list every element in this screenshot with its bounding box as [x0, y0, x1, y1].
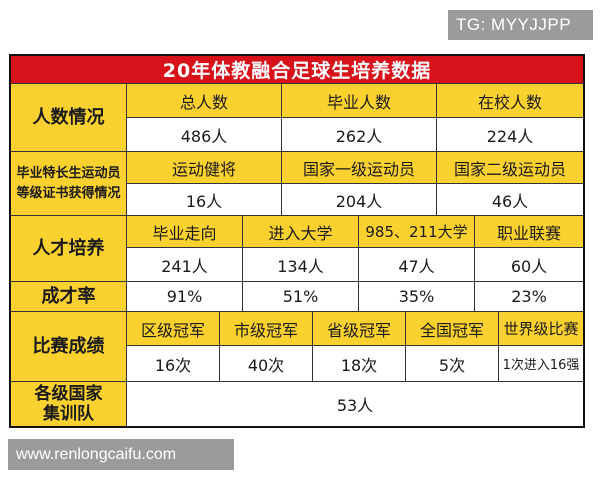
header-pro-league: 职业联赛 — [475, 216, 583, 248]
header-province-champion: 省级冠军 — [313, 312, 406, 346]
rate-pro-league: 23% — [475, 282, 583, 312]
row-label-certificates: 毕业特长生运动员 等级证书获得情况 — [11, 152, 127, 216]
row-label-certificates-line2: 等级证书获得情况 — [16, 185, 121, 201]
rate-985-211: 35% — [359, 282, 475, 312]
value-total: 486人 — [127, 118, 282, 152]
row-label-national-squad-line2: 集训队 — [43, 404, 94, 424]
header-enrolled: 在校人数 — [437, 84, 583, 118]
header-985-211: 985、211大学 — [359, 216, 475, 248]
header-world-competition: 世界级比赛 — [499, 312, 583, 346]
value-enrolled: 224人 — [437, 118, 583, 152]
value-985-211: 47人 — [359, 248, 475, 282]
rate-graduate: 91% — [127, 282, 243, 312]
row-label-success-rate: 成才率 — [11, 282, 127, 312]
header-graduate-destination: 毕业走向 — [127, 216, 243, 248]
row-label-headcount: 人数情况 — [11, 84, 127, 152]
header-second-class-athlete: 国家二级运动员 — [437, 152, 583, 184]
value-national-champion: 5次 — [406, 346, 499, 382]
header-total: 总人数 — [127, 84, 282, 118]
row-label-national-squad-line1: 各级国家 — [34, 384, 103, 404]
watermark-top: TG: MYYJJPP — [448, 10, 593, 40]
header-first-class-athlete: 国家一级运动员 — [282, 152, 437, 184]
training-data-table: 20年体教融合足球生培养数据 人数情况 总人数 毕业人数 在校人数 486人 2… — [9, 54, 585, 428]
value-world-competition: 1次进入16强 — [499, 346, 583, 382]
row-label-certificates-line1: 毕业特长生运动员 — [16, 165, 121, 181]
value-master-athlete: 16人 — [127, 184, 282, 216]
value-graduates: 262人 — [282, 118, 437, 152]
header-graduates: 毕业人数 — [282, 84, 437, 118]
value-university: 134人 — [243, 248, 359, 282]
header-city-champion: 市级冠军 — [220, 312, 313, 346]
rate-university: 51% — [243, 282, 359, 312]
value-city-champion: 40次 — [220, 346, 313, 382]
value-pro-league: 60人 — [475, 248, 583, 282]
row-label-national-squad: 各级国家 集训队 — [11, 382, 127, 426]
value-first-class-athlete: 204人 — [282, 184, 437, 216]
value-second-class-athlete: 46人 — [437, 184, 583, 216]
value-district-champion: 16次 — [127, 346, 220, 382]
row-label-competition: 比赛成绩 — [11, 312, 127, 382]
header-master-athlete: 运动健将 — [127, 152, 282, 184]
value-national-squad: 53人 — [336, 396, 374, 415]
table-title: 20年体教融合足球生培养数据 — [11, 56, 583, 84]
watermark-bottom: www.renlongcaifu.com — [8, 439, 234, 470]
row-label-talent: 人才培养 — [11, 216, 127, 282]
value-graduate-destination: 241人 — [127, 248, 243, 282]
header-district-champion: 区级冠军 — [127, 312, 220, 346]
value-province-champion: 18次 — [313, 346, 406, 382]
header-university: 进入大学 — [243, 216, 359, 248]
header-national-champion: 全国冠军 — [406, 312, 499, 346]
